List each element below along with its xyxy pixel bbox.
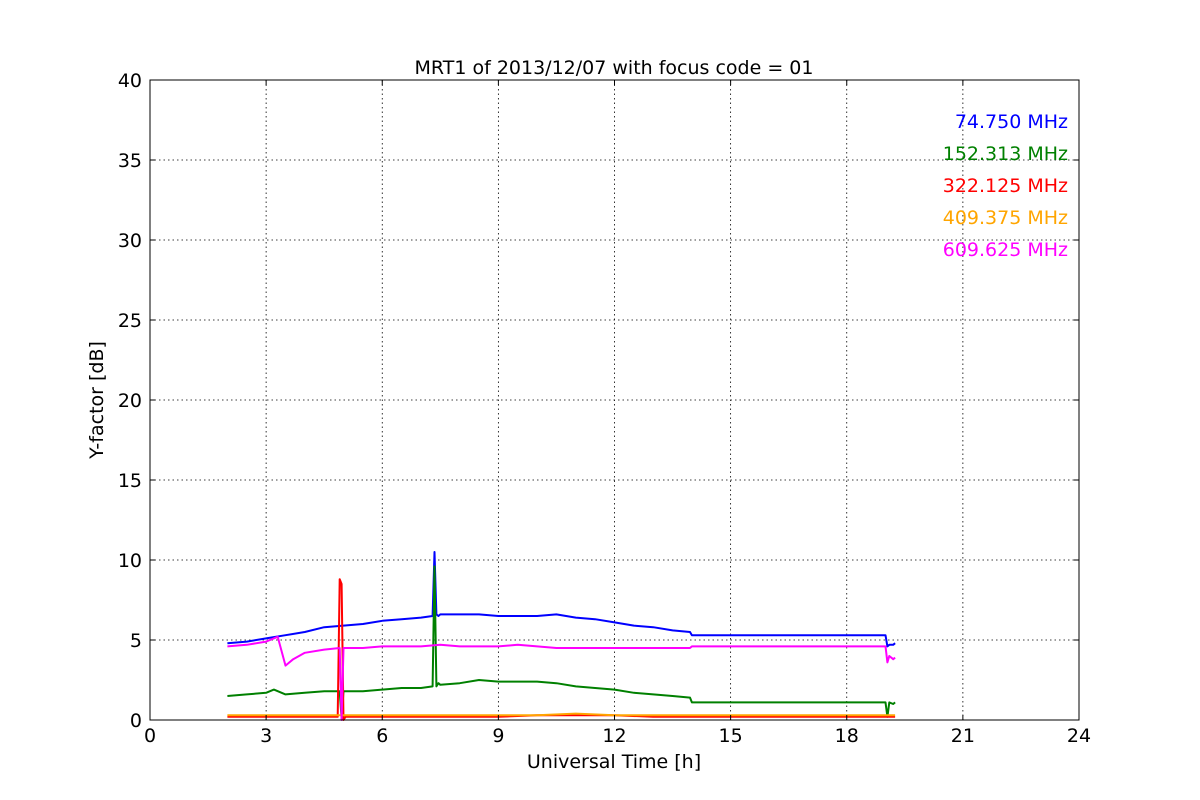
legend-label-0: 74.750 MHz (955, 111, 1068, 133)
y-tick-label: 15 (118, 470, 142, 492)
x-tick-label: 6 (376, 725, 388, 747)
series-line-4 (227, 635, 896, 721)
x-tick-label: 15 (719, 725, 743, 747)
y-tick-label: 30 (118, 230, 142, 252)
y-tick-label: 35 (118, 150, 142, 172)
legend-label-3: 409.375 MHz (943, 207, 1068, 229)
legend-label-1: 152.313 MHz (943, 143, 1068, 165)
tick-labels: 0 3 6 9 12 15 18 21 24 0 5 10 15 20 25 30 35 40 (118, 70, 1091, 747)
chart-title: MRT1 of 2013/12/07 with focus code = 01 (415, 57, 814, 79)
legend-label-2: 322.125 MHz (943, 175, 1068, 197)
x-tick-label: 0 (144, 725, 156, 747)
x-axis-title: Universal Time [h] (527, 751, 701, 773)
y-tick-label: 10 (118, 550, 142, 572)
series-line-1 (227, 565, 896, 720)
series-line-0 (227, 551, 896, 648)
series-layer (227, 551, 896, 721)
y-tick-label: 25 (118, 310, 142, 332)
x-tick-label: 3 (260, 725, 272, 747)
y-tick-label: 20 (118, 390, 142, 412)
y-tick-label: 0 (130, 710, 142, 732)
x-tick-label: 18 (835, 725, 859, 747)
series-line-3 (227, 712, 896, 717)
series-line-2 (227, 578, 896, 721)
grid (149, 79, 1080, 721)
legend: 74.750 MHz 152.313 MHz 322.125 MHz 409.375 … (943, 111, 1068, 261)
x-tick-label: 12 (602, 725, 626, 747)
y-tick-label: 5 (130, 630, 142, 652)
y-axis-title: Y-factor [dB] (86, 341, 108, 460)
y-tick-label: 40 (118, 70, 142, 92)
x-tick-label: 9 (492, 725, 504, 747)
x-tick-label: 24 (1067, 725, 1091, 747)
x-tick-label: 21 (951, 725, 975, 747)
axis-ticks (149, 79, 1080, 721)
legend-label-4: 609.625 MHz (943, 239, 1068, 261)
